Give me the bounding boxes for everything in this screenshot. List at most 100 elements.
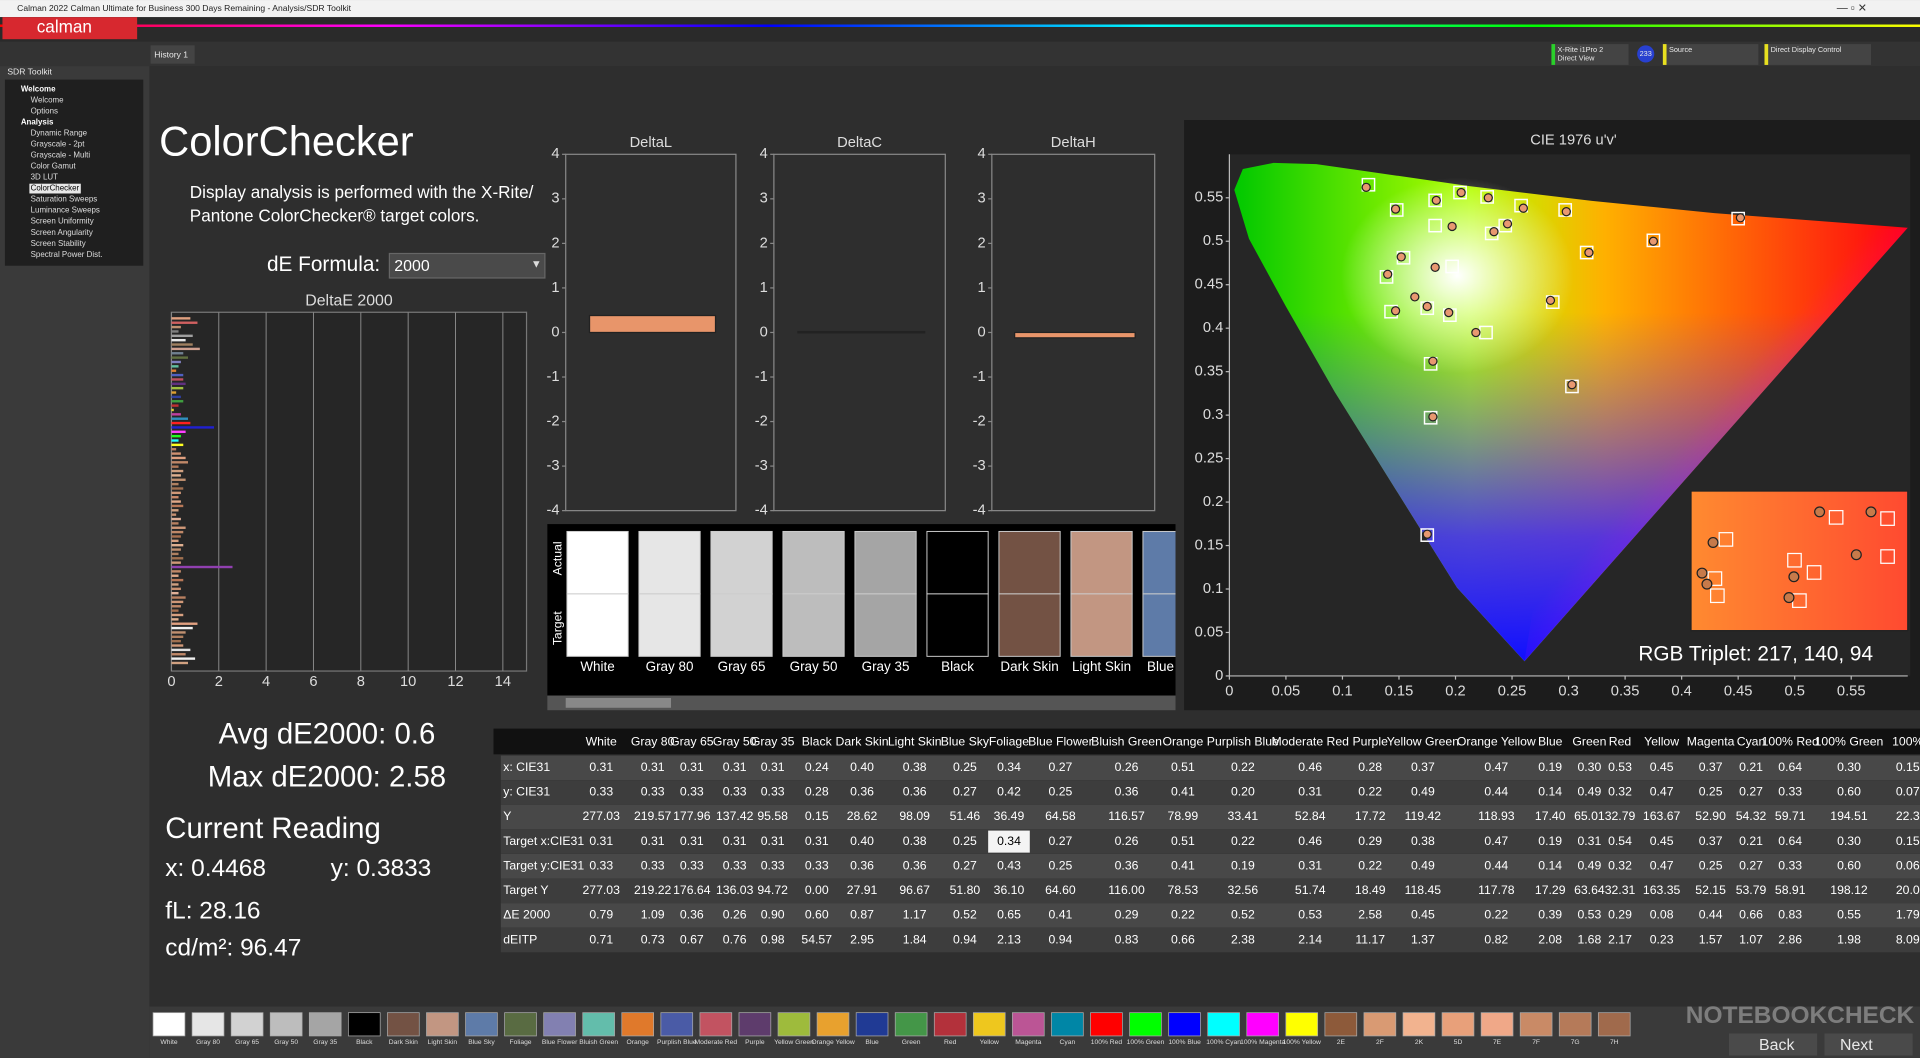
meter-badge[interactable] <box>1637 45 1655 63</box>
bottom-swatch[interactable] <box>543 1012 576 1037</box>
next-label: Next <box>1840 1037 1873 1054</box>
tree-item[interactable]: Saturation Sweeps <box>31 195 98 204</box>
source-box[interactable] <box>1662 44 1759 65</box>
bottom-swatch[interactable] <box>582 1012 615 1037</box>
swatch-scroll-thumb[interactable] <box>565 697 672 708</box>
bottom-swatch[interactable] <box>465 1012 498 1037</box>
bottom-swatch[interactable] <box>621 1012 654 1037</box>
sidebar-tree <box>4 79 144 266</box>
tree-item[interactable]: Screen Uniformity <box>31 217 94 226</box>
cell: 0.19 <box>1538 760 1562 774</box>
y-tick-label: -4 <box>755 503 768 519</box>
bottom-swatch[interactable] <box>1402 1012 1436 1037</box>
measured-point <box>1471 327 1481 338</box>
bottom-swatch[interactable] <box>1051 1012 1084 1037</box>
bottom-swatch[interactable] <box>1207 1012 1240 1037</box>
y-tick-label: 0 <box>551 324 559 340</box>
bottom-swatch[interactable] <box>855 1012 889 1037</box>
bottom-swatch[interactable] <box>699 1012 733 1037</box>
formula-dropdown[interactable] <box>388 252 546 279</box>
bottom-swatch[interactable] <box>1597 1012 1631 1037</box>
bottom-swatch-label: 7G <box>1571 1039 1580 1046</box>
bar <box>171 609 179 612</box>
bottom-swatch[interactable] <box>348 1012 381 1037</box>
bottom-swatch[interactable] <box>972 1012 1006 1037</box>
tree-item[interactable]: 3D LUT <box>31 173 58 182</box>
display-box[interactable] <box>1764 44 1872 65</box>
bar <box>171 404 179 407</box>
tree-item[interactable]: Options <box>31 107 58 116</box>
tree-item[interactable]: Grayscale - 2pt <box>31 140 86 149</box>
bottom-swatch[interactable] <box>1090 1012 1123 1037</box>
chart-title: DeltaL <box>630 135 672 151</box>
bottom-swatch[interactable] <box>1441 1012 1475 1037</box>
description-line: Pantone ColorChecker® target colors. <box>190 205 480 225</box>
cell: 0.83 <box>1778 908 1802 922</box>
cell: 0.33 <box>1778 858 1802 872</box>
next-button[interactable] <box>1824 1033 1913 1056</box>
bottom-swatch[interactable] <box>777 1012 811 1037</box>
bottom-swatch[interactable] <box>1246 1012 1279 1037</box>
bottom-swatch[interactable] <box>1012 1012 1045 1037</box>
bottom-swatch[interactable] <box>308 1012 342 1037</box>
cell: 59.71 <box>1775 809 1806 823</box>
bottom-swatch[interactable] <box>816 1012 850 1037</box>
bottom-swatch[interactable] <box>1324 1012 1358 1037</box>
history-tab[interactable] <box>150 45 195 64</box>
y-tick-label: -4 <box>973 503 986 519</box>
tree-item[interactable]: Dynamic Range <box>31 129 88 138</box>
tree-item[interactable]: Spectral Power Dist. <box>31 250 103 259</box>
column-header: Blue Flower <box>1028 734 1093 748</box>
cell: 0.49 <box>1411 858 1435 872</box>
tree-item[interactable]: Welcome <box>31 96 65 105</box>
y-tick-label: 1 <box>551 280 559 296</box>
measured-point <box>1489 227 1499 237</box>
bottom-swatch-label: Orange Yellow <box>811 1039 854 1046</box>
cell: 0.26 <box>1115 834 1139 848</box>
bottom-swatch[interactable] <box>1558 1012 1592 1037</box>
bottom-swatch[interactable] <box>1168 1012 1201 1037</box>
target-point <box>1420 528 1435 542</box>
bottom-swatch[interactable] <box>269 1012 303 1037</box>
bottom-swatch[interactable] <box>426 1012 459 1037</box>
tree-item[interactable]: Color Gamut <box>31 162 77 171</box>
bottom-swatch[interactable] <box>1363 1012 1397 1037</box>
measured-point <box>1502 219 1513 229</box>
window-controls[interactable]: — ▫ ✕ <box>1837 2 1867 14</box>
bottom-swatch[interactable] <box>894 1012 928 1037</box>
bottom-swatch[interactable] <box>191 1012 225 1037</box>
bottom-swatch[interactable] <box>1285 1012 1319 1037</box>
tree-item[interactable]: Grayscale - Multi <box>31 151 91 160</box>
meter-box[interactable] <box>1551 44 1629 65</box>
measured-point <box>1447 221 1457 232</box>
swatch-label: Light Skin <box>1072 659 1131 674</box>
tree-item[interactable]: Screen Angularity <box>31 228 93 237</box>
bottom-swatch[interactable] <box>387 1012 420 1037</box>
bottom-swatch[interactable] <box>152 1012 186 1037</box>
bottom-swatch[interactable] <box>230 1012 264 1037</box>
bottom-swatch[interactable] <box>660 1012 694 1037</box>
row-label: Target y:CIE31 <box>503 858 584 872</box>
tree-item[interactable]: Luminance Sweeps <box>31 206 100 215</box>
cell: 0.76 <box>723 932 747 946</box>
bottom-swatch[interactable] <box>1480 1012 1514 1037</box>
cell: 0.49 <box>1577 858 1601 872</box>
bottom-swatch[interactable] <box>738 1012 772 1037</box>
tree-item[interactable]: ColorChecker <box>31 184 80 193</box>
bottom-swatch[interactable] <box>933 1012 967 1037</box>
x-tick-label: 2 <box>215 674 223 690</box>
bottom-swatch-label: Orange <box>627 1039 650 1046</box>
tree-item[interactable]: Screen Stability <box>31 239 86 248</box>
tree-group[interactable]: Analysis <box>21 118 54 127</box>
cell: 0.41 <box>1049 908 1073 922</box>
back-button[interactable] <box>1728 1033 1818 1056</box>
tree-group[interactable]: Welcome <box>21 85 56 94</box>
bottom-swatch[interactable] <box>1129 1012 1162 1037</box>
bar <box>1014 331 1136 339</box>
bottom-swatch[interactable] <box>504 1012 537 1037</box>
cell: 0.15 <box>1896 834 1920 848</box>
swatch-scrollbar[interactable] <box>547 695 1176 711</box>
swatch-actual <box>854 530 917 595</box>
logo-button[interactable] <box>2 17 138 40</box>
bottom-swatch[interactable] <box>1519 1012 1553 1037</box>
